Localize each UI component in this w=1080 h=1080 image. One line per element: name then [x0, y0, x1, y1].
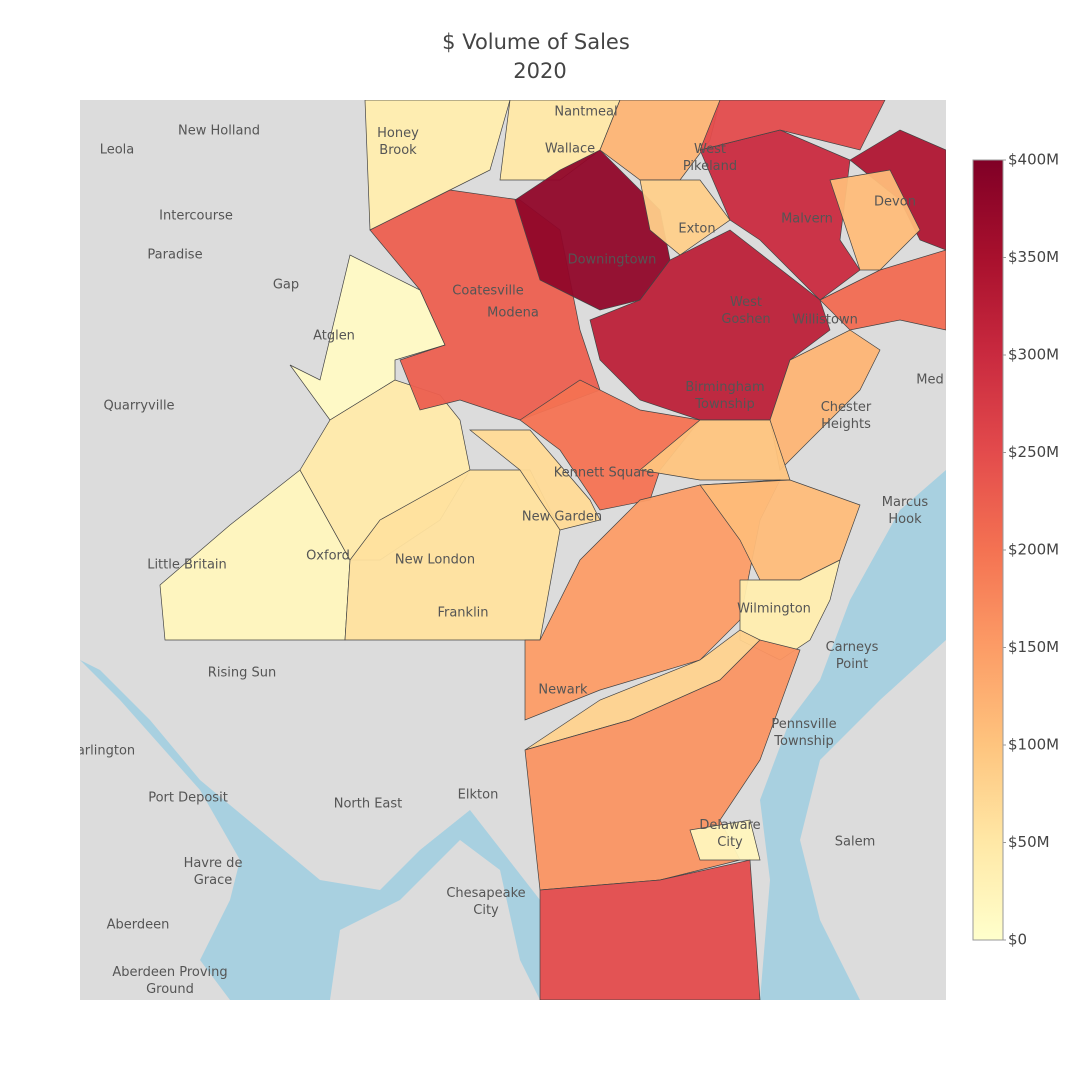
colorbar-tick-label: $400M	[1008, 151, 1059, 169]
colorbar-tick-label: $100M	[1008, 736, 1059, 754]
place-label: Coatesville	[452, 284, 523, 299]
region	[364, 100, 511, 231]
place-label: Little Britain	[147, 558, 227, 573]
place-label: Port Deposit	[148, 791, 228, 806]
place-label: Franklin	[437, 606, 488, 621]
place-label: Delaware City	[699, 818, 760, 850]
place-label: Pennsville Township	[771, 717, 836, 749]
place-label: Newark	[538, 683, 588, 698]
place-label: Atglen	[313, 329, 355, 344]
chart-title: $ Volume of Sales	[442, 30, 630, 54]
colorbar	[972, 159, 1004, 941]
region	[829, 169, 921, 271]
map: New Holland Leola Honey Brook Nantmeal Wallac…	[77, 100, 946, 1000]
colorbar-tick-label: $150M	[1008, 638, 1059, 656]
place-label: Modena	[487, 306, 539, 321]
colorbar-tick-label: $50M	[1008, 833, 1050, 851]
place-label: Rising Sun	[208, 666, 276, 681]
place-label: Downingtown	[568, 253, 657, 268]
region	[689, 819, 761, 861]
water	[80, 660, 540, 1000]
place-label: Honey Brook	[377, 126, 419, 158]
region	[589, 229, 831, 421]
place-label: arlington	[77, 744, 135, 759]
place-label: Nantmeal	[554, 105, 617, 120]
place-label: Willistown	[792, 313, 858, 328]
place-label: Birmingham Township	[685, 380, 764, 412]
place-label: West Pikeland	[683, 142, 737, 174]
place-label: Quarryville	[103, 399, 174, 414]
water	[760, 470, 946, 1000]
colorbar-tick-label: $300M	[1008, 346, 1059, 364]
place-label: North East	[334, 797, 403, 812]
place-label: Wallace	[545, 142, 595, 157]
place-label: Intercourse	[159, 209, 233, 224]
place-label: Kennett Square	[554, 466, 654, 481]
place-label: Marcus Hook	[882, 495, 929, 527]
place-label: Aberdeen	[107, 918, 170, 933]
place-label: Leola	[100, 143, 135, 158]
colorbar-tick-label: $350M	[1008, 248, 1059, 266]
colorbar-tick-label: $250M	[1008, 443, 1059, 461]
region	[639, 179, 731, 256]
place-label: Med	[916, 373, 943, 388]
place-label: Oxford	[306, 549, 350, 564]
place-label: Paradise	[147, 248, 202, 263]
place-label: New Holland	[178, 124, 260, 139]
place-label: Carneys Point	[826, 640, 879, 672]
colorbar-tick-label: $0	[1008, 931, 1027, 949]
place-label: West Goshen	[721, 295, 770, 327]
place-label: Salem	[835, 835, 876, 850]
place-label: Wilmington	[737, 602, 811, 617]
place-label: Exton	[678, 222, 715, 237]
chart-subtitle: 2020	[513, 59, 566, 83]
place-label: Malvern	[781, 212, 833, 227]
place-label: Aberdeen Proving Ground	[112, 965, 227, 997]
regions	[159, 100, 946, 1000]
place-label: Chesapeake City	[446, 886, 525, 918]
region	[639, 419, 791, 481]
region	[469, 429, 601, 531]
place-label: Devon	[874, 195, 916, 210]
region	[524, 479, 781, 721]
place-label: Gap	[273, 278, 299, 293]
place-label: Elkton	[458, 788, 499, 803]
place-label: Havre de Grace	[184, 856, 243, 888]
region	[699, 100, 886, 151]
place-labels: New Holland Leola Honey Brook Nantmeal Wallac…	[77, 105, 944, 997]
region	[539, 859, 761, 1000]
place-label: Chester Heights	[821, 400, 872, 432]
place-label: New Garden	[522, 510, 602, 525]
colorbar-tick-label: $200M	[1008, 541, 1059, 559]
place-label: New London	[395, 553, 475, 568]
